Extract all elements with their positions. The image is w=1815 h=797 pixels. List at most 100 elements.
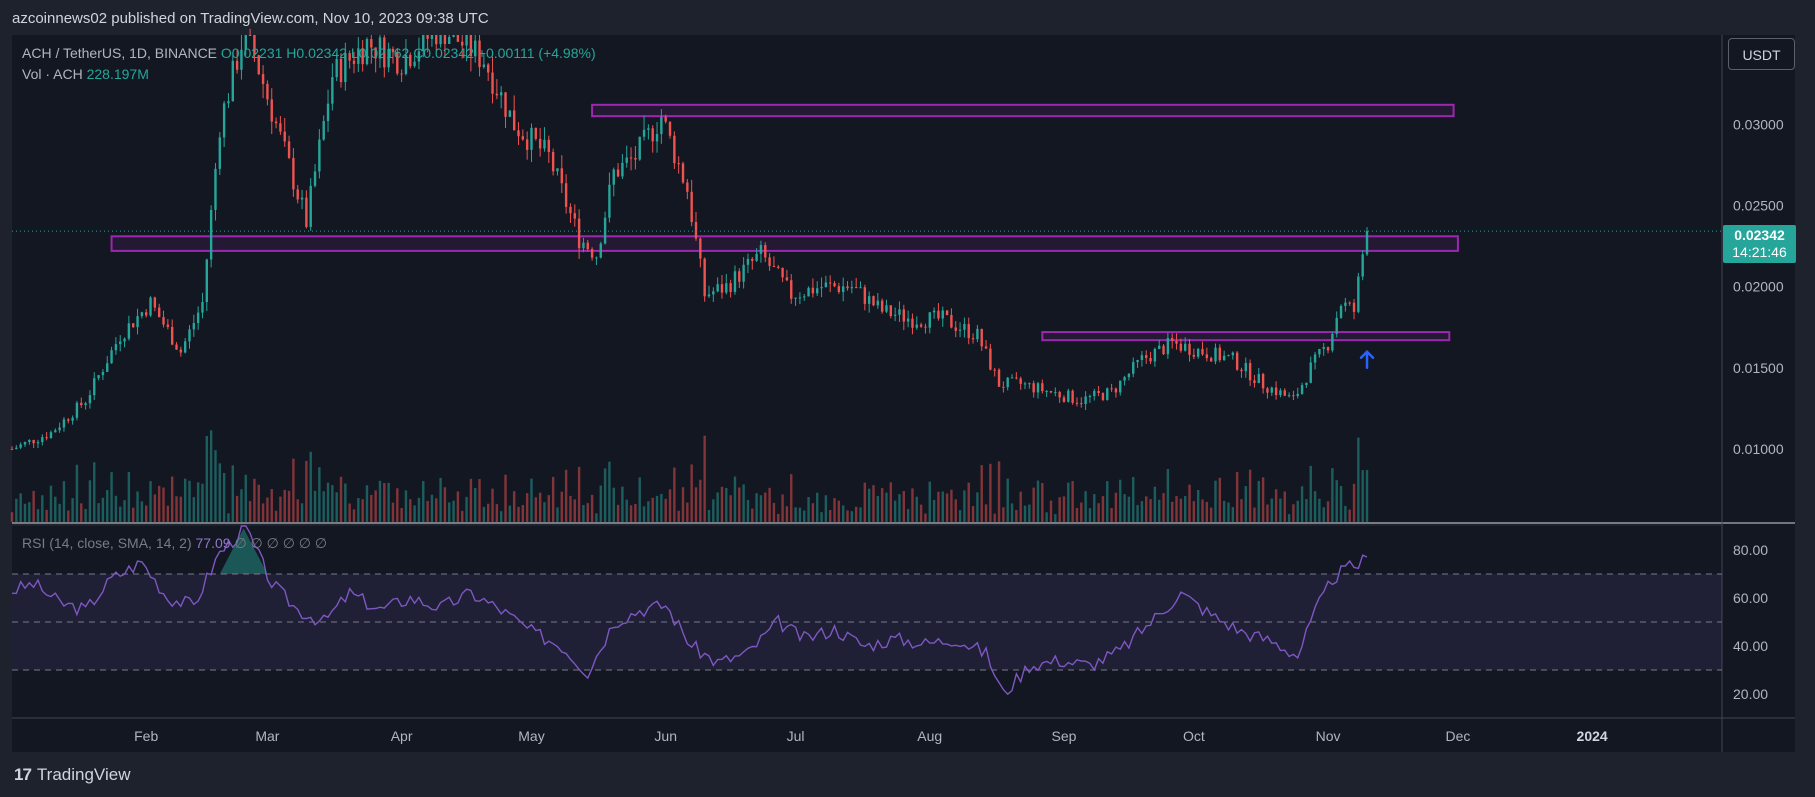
volume-bar bbox=[1071, 481, 1074, 522]
volume-bar bbox=[474, 488, 477, 522]
volume-bar bbox=[1283, 491, 1286, 522]
candle-body bbox=[902, 309, 905, 322]
volume-bar bbox=[976, 492, 979, 522]
volume-bar bbox=[335, 492, 338, 522]
candle-body bbox=[1153, 348, 1157, 362]
volume-bar bbox=[725, 488, 728, 522]
time-tick-label: Aug bbox=[917, 728, 942, 744]
volume-bar bbox=[556, 507, 559, 522]
volume-bar bbox=[538, 492, 542, 522]
candle-body bbox=[690, 191, 693, 223]
volume-bar bbox=[253, 478, 256, 522]
symbol-name[interactable]: ACH / TetherUS, 1D, BINANCE bbox=[22, 45, 218, 61]
candle-body bbox=[790, 280, 793, 299]
volume-bar bbox=[145, 505, 148, 522]
candle-body bbox=[1110, 388, 1113, 390]
volume-bar bbox=[798, 507, 802, 522]
currency-button[interactable]: USDT bbox=[1728, 38, 1795, 70]
candle-body bbox=[413, 61, 416, 67]
volume-bar bbox=[504, 474, 507, 522]
rsi-label[interactable]: RSI (14, close, SMA, 14, 2) bbox=[22, 535, 192, 551]
volume-bar bbox=[1266, 504, 1269, 522]
candle-body bbox=[430, 35, 434, 39]
volume-bar bbox=[1075, 508, 1079, 522]
volume-bar bbox=[370, 494, 373, 522]
candle-body bbox=[867, 296, 871, 304]
volume-bar bbox=[941, 491, 944, 522]
candle-body bbox=[1101, 393, 1105, 400]
volume-bar bbox=[880, 488, 884, 522]
volume-bar bbox=[694, 487, 698, 522]
volume-bar bbox=[97, 503, 100, 522]
candle-body bbox=[400, 73, 403, 75]
volume-bar bbox=[1205, 501, 1209, 522]
time-tick-label: Mar bbox=[255, 728, 279, 744]
volume-bar bbox=[1054, 514, 1057, 522]
volume-bar bbox=[270, 489, 273, 522]
candle-body bbox=[348, 53, 351, 61]
volume-bar bbox=[850, 511, 854, 522]
volume-bar bbox=[465, 496, 468, 522]
volume-bar bbox=[352, 509, 356, 522]
volume-bar bbox=[127, 472, 131, 522]
rsi-value: 77.09 bbox=[195, 535, 231, 551]
candle-body bbox=[538, 138, 542, 149]
candle-body bbox=[101, 371, 105, 376]
volume-bar bbox=[218, 463, 221, 522]
candle-body bbox=[963, 323, 966, 330]
volume-bar bbox=[439, 477, 442, 522]
candle-body bbox=[621, 162, 624, 177]
volume-bar bbox=[36, 509, 40, 522]
candle-body bbox=[1166, 338, 1170, 355]
time-tick-label: May bbox=[518, 728, 544, 744]
candle-body bbox=[383, 37, 386, 68]
candle-body bbox=[1080, 403, 1083, 405]
volume-bar bbox=[1136, 504, 1139, 522]
volume-bar bbox=[279, 496, 282, 522]
volume-bar bbox=[1149, 499, 1152, 522]
candle-body bbox=[1041, 383, 1044, 392]
candle-body bbox=[183, 341, 187, 353]
candle-body bbox=[1084, 396, 1087, 405]
volume-bar bbox=[512, 491, 516, 522]
candle-body bbox=[911, 318, 914, 328]
volume-bar bbox=[1305, 499, 1308, 522]
volume-bar bbox=[854, 506, 858, 522]
volume-bar bbox=[1348, 509, 1351, 522]
candle-body bbox=[1365, 231, 1369, 255]
candle-body bbox=[1296, 393, 1299, 397]
volume-bar bbox=[231, 465, 234, 522]
volume-bar bbox=[1175, 496, 1178, 522]
candle-body bbox=[712, 291, 715, 295]
candle-body bbox=[924, 326, 927, 328]
time-tick-label: Nov bbox=[1316, 728, 1341, 744]
candle-body bbox=[1075, 402, 1079, 404]
price-axis bbox=[1722, 35, 1795, 752]
volume-bar bbox=[751, 508, 754, 522]
candle-body bbox=[54, 430, 57, 433]
candle-body bbox=[266, 83, 269, 100]
candle-body bbox=[876, 300, 880, 306]
candle-body bbox=[768, 257, 771, 266]
candle-body bbox=[928, 312, 931, 328]
volume-bar bbox=[149, 481, 152, 522]
volume-bar bbox=[508, 505, 512, 522]
volume-label[interactable]: Vol · ACH bbox=[22, 66, 83, 82]
volume-bar bbox=[716, 492, 719, 522]
tradingview-logo[interactable]: 17 TradingView bbox=[14, 765, 130, 785]
candle-body bbox=[435, 35, 438, 45]
candle-body bbox=[175, 344, 178, 350]
candle-body bbox=[218, 137, 221, 169]
candle-body bbox=[1114, 388, 1118, 393]
volume-bar bbox=[1218, 477, 1222, 522]
volume-bar bbox=[664, 498, 667, 522]
volume-bar bbox=[179, 496, 183, 522]
candle-body bbox=[387, 48, 390, 68]
volume-bar bbox=[1214, 480, 1217, 522]
candle-body bbox=[681, 163, 685, 183]
volume-bar bbox=[1274, 489, 1278, 522]
volume-bar bbox=[794, 507, 797, 522]
volume-bar bbox=[1028, 504, 1031, 522]
volume-bar bbox=[924, 513, 927, 522]
